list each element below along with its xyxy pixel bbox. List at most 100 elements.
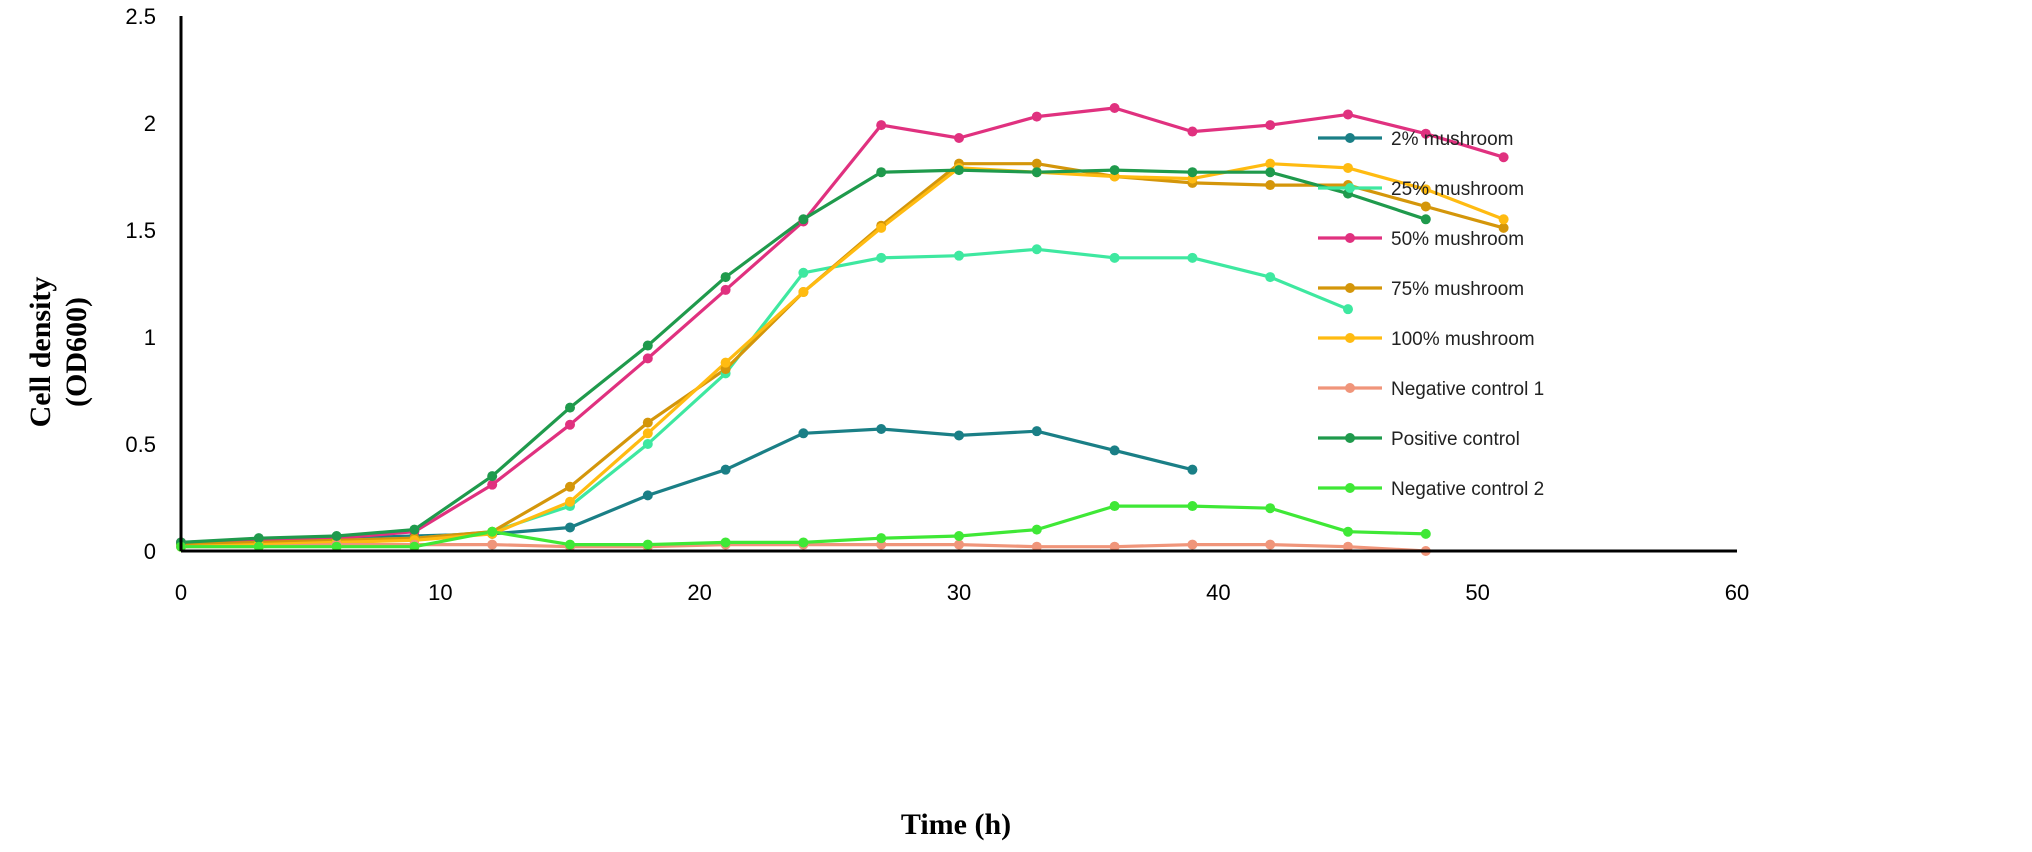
data-point-negative-control-1: [1109, 541, 1120, 552]
y-tick-label: 2: [144, 111, 156, 136]
data-point-50pct-mushroom: [487, 479, 498, 490]
data-point-100pct-mushroom: [798, 287, 809, 298]
data-point-100pct-mushroom: [1265, 158, 1276, 169]
y-tick-label: 0.5: [125, 432, 156, 457]
legend-swatch-marker: [1345, 433, 1355, 443]
legend-swatch-marker: [1345, 283, 1355, 293]
data-point-100pct-mushroom: [1343, 162, 1353, 173]
data-point-negative-control-2: [1265, 503, 1276, 514]
legend-entry-label: Negative control 1: [1391, 379, 1544, 400]
data-point-100pct-mushroom: [565, 496, 575, 507]
data-point-positive-control: [253, 533, 264, 544]
y-tick-labels: 0 0.5 1 1.5 2 2.5: [125, 4, 156, 564]
data-point-negative-control-2: [1187, 501, 1198, 512]
legend-swatch-marker: [1345, 333, 1355, 343]
data-point-75pct-mushroom: [1031, 158, 1042, 169]
data-point-50pct-mushroom: [720, 284, 731, 295]
x-tick-label: 30: [947, 580, 971, 605]
data-point-positive-control: [1109, 165, 1120, 176]
data-point-25pct-mushroom: [1265, 272, 1276, 283]
data-point-50pct-mushroom: [1420, 128, 1431, 139]
y-axis-title: Cell density (OD600): [24, 277, 93, 428]
x-tick-label: 0: [175, 580, 187, 605]
data-point-50pct-mushroom: [1265, 120, 1276, 131]
series-line-25pct-mushroom: [180, 247, 1349, 547]
data-point-positive-control: [487, 471, 498, 482]
data-point-2pct-mushroom: [1187, 464, 1198, 475]
data-point-25pct-mushroom: [1187, 252, 1198, 263]
data-point-25pct-mushroom: [1343, 304, 1353, 315]
data-point-75pct-mushroom: [565, 481, 575, 492]
data-point-negative-control-2: [331, 541, 342, 552]
x-axis-title: Time (h): [901, 808, 1011, 841]
x-tick-label: 50: [1465, 580, 1489, 605]
data-point-2pct-mushroom: [565, 522, 575, 533]
legend-entry-label: 2% mushroom: [1391, 129, 1514, 150]
data-point-positive-control: [798, 214, 809, 225]
data-point-25pct-mushroom: [1031, 244, 1042, 255]
data-point-25pct-mushroom: [876, 252, 887, 263]
data-point-positive-control: [1420, 214, 1431, 225]
series-line-100pct-mushroom: [180, 162, 1505, 549]
data-point-negative-control-2: [642, 539, 653, 550]
legend-entry-label: 50% mushroom: [1391, 229, 1524, 250]
data-point-2pct-mushroom: [876, 424, 887, 435]
data-point-negative-control-1: [1031, 541, 1042, 552]
series-markers: [176, 103, 1509, 556]
legend-entry-label: Positive control: [1391, 429, 1520, 450]
data-point-negative-control-1: [1265, 539, 1276, 550]
data-point-100pct-mushroom: [642, 428, 653, 439]
series-line-75pct-mushroom: [180, 162, 1505, 547]
data-point-negative-control-1: [1187, 539, 1198, 550]
data-point-positive-control: [1265, 167, 1276, 178]
data-point-50pct-mushroom: [565, 419, 575, 430]
legend-entry-label: Negative control 2: [1391, 479, 1544, 500]
data-point-negative-control-2: [876, 533, 887, 544]
y-axis-title-line1: Cell density: [24, 277, 57, 428]
data-point-positive-control: [1187, 167, 1198, 178]
data-point-negative-control-1: [487, 539, 498, 550]
data-point-negative-control-2: [1109, 501, 1120, 512]
data-point-50pct-mushroom: [1187, 126, 1198, 137]
data-point-negative-control-2: [954, 531, 964, 542]
x-tick-label: 10: [428, 580, 452, 605]
y-tick-label: 0: [144, 539, 156, 564]
x-tick-label: 60: [1725, 580, 1749, 605]
data-point-2pct-mushroom: [1031, 426, 1042, 437]
series-line-50pct-mushroom: [180, 106, 1505, 544]
x-tick-labels: 0 10 20 30 40 50 60: [175, 580, 1749, 605]
data-point-100pct-mushroom: [720, 357, 731, 368]
data-point-25pct-mushroom: [798, 267, 809, 278]
data-point-50pct-mushroom: [642, 353, 653, 364]
data-point-positive-control: [565, 402, 575, 413]
data-point-negative-control-2: [720, 537, 731, 548]
data-point-negative-control-2: [487, 526, 498, 537]
data-point-25pct-mushroom: [1109, 252, 1120, 263]
data-point-2pct-mushroom: [954, 430, 964, 441]
data-point-negative-control-2: [253, 541, 264, 552]
data-point-positive-control: [331, 531, 342, 542]
data-point-negative-control-2: [565, 539, 575, 550]
data-point-negative-control-2: [1420, 528, 1431, 539]
legend-swatch-marker: [1345, 383, 1355, 393]
data-point-negative-control-2: [1031, 524, 1042, 535]
series-line-2pct-mushroom: [180, 427, 1193, 544]
data-point-50pct-mushroom: [954, 132, 964, 143]
data-point-25pct-mushroom: [642, 439, 653, 449]
data-point-50pct-mushroom: [1031, 111, 1042, 122]
data-point-2pct-mushroom: [798, 428, 809, 439]
data-point-negative-control-2: [798, 537, 809, 548]
data-point-negative-control-2: [409, 541, 420, 552]
series-lines: [180, 106, 1505, 553]
data-point-75pct-mushroom: [642, 417, 653, 428]
data-point-2pct-mushroom: [642, 490, 653, 501]
legend-entry-label: 100% mushroom: [1391, 329, 1535, 350]
x-tick-label: 40: [1206, 580, 1230, 605]
legend-swatch-marker: [1345, 133, 1355, 143]
y-axis-title-line2: (OD600): [60, 297, 93, 407]
data-point-positive-control: [720, 272, 731, 283]
data-point-positive-control: [954, 165, 964, 176]
legend: 2% mushroom 25% mushroom 50% mushroom 75% m…: [1318, 129, 1544, 500]
data-point-100pct-mushroom: [1498, 214, 1509, 225]
data-point-positive-control: [409, 524, 420, 535]
